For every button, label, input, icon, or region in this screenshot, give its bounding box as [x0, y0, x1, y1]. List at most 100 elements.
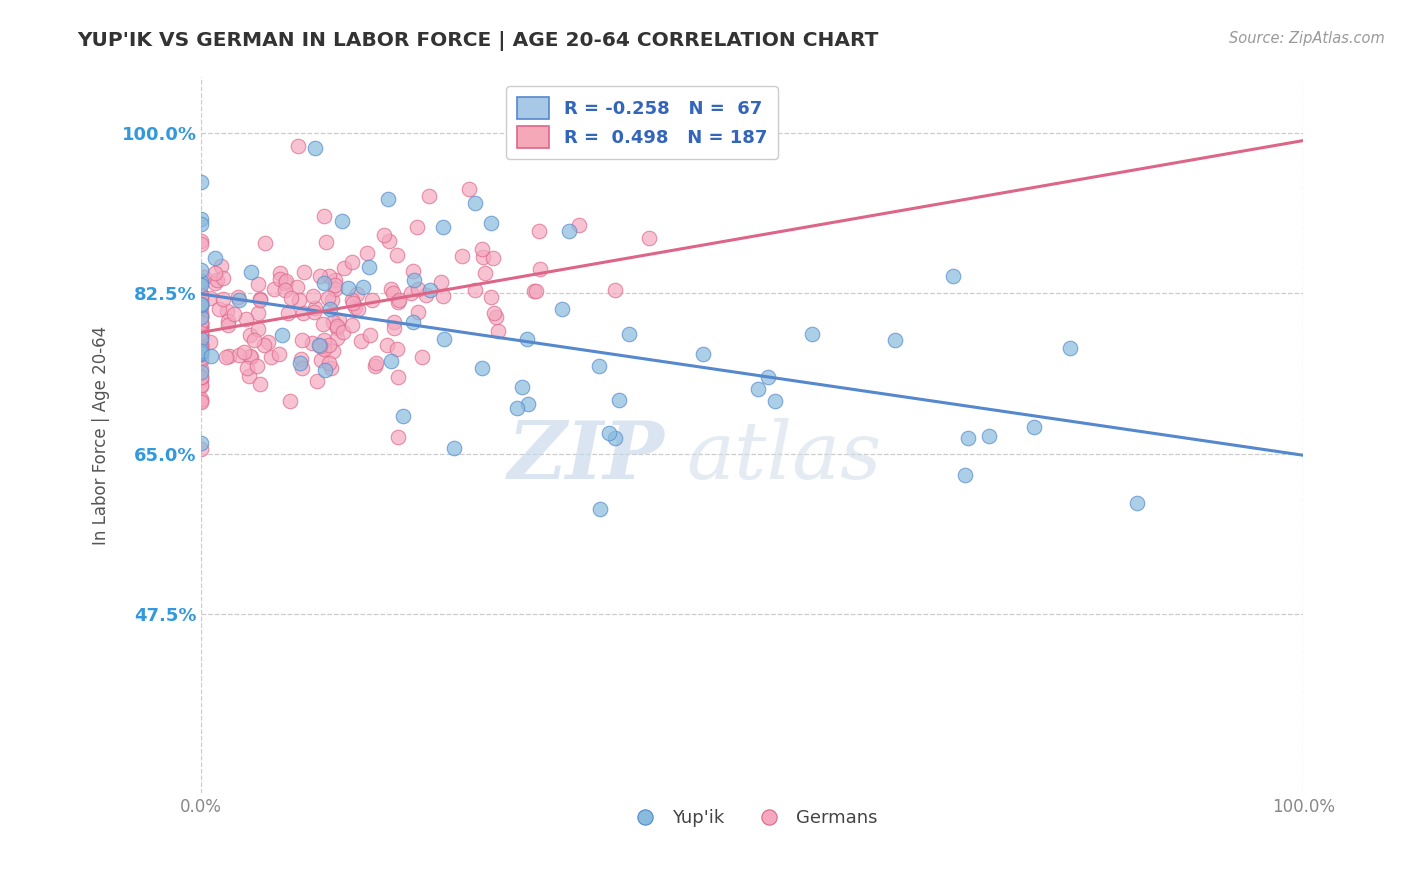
- Point: [318, 356, 340, 370]
- Point: [190, 217, 212, 231]
- Point: [347, 302, 370, 317]
- Point: [588, 502, 610, 516]
- Point: [190, 175, 212, 189]
- Point: [588, 359, 610, 373]
- Point: [190, 332, 212, 346]
- Point: [247, 305, 270, 319]
- Point: [316, 291, 339, 305]
- Point: [287, 138, 309, 153]
- Point: [269, 271, 291, 285]
- Point: [387, 430, 409, 444]
- Point: [291, 361, 314, 376]
- Point: [190, 288, 212, 302]
- Point: [800, 326, 823, 341]
- Point: [287, 293, 309, 308]
- Point: [380, 282, 402, 296]
- Point: [290, 351, 312, 366]
- Point: [209, 259, 232, 273]
- Point: [472, 250, 495, 264]
- Point: [292, 264, 315, 278]
- Point: [301, 336, 323, 351]
- Point: [217, 314, 239, 328]
- Point: [239, 349, 262, 363]
- Point: [359, 328, 381, 343]
- Point: [311, 353, 333, 368]
- Point: [323, 277, 346, 292]
- Point: [756, 369, 779, 384]
- Point: [527, 224, 550, 238]
- Text: ZIP: ZIP: [508, 418, 664, 496]
- Point: [429, 275, 451, 289]
- Point: [280, 291, 302, 305]
- Point: [190, 379, 212, 393]
- Point: [263, 282, 285, 296]
- Point: [346, 287, 368, 301]
- Point: [312, 333, 335, 347]
- Point: [190, 310, 212, 324]
- Point: [340, 293, 363, 307]
- Point: [883, 333, 905, 347]
- Point: [204, 252, 226, 266]
- Point: [523, 284, 546, 298]
- Point: [239, 327, 262, 342]
- Point: [551, 302, 574, 317]
- Point: [222, 307, 245, 321]
- Point: [190, 392, 212, 407]
- Point: [212, 292, 235, 306]
- Point: [190, 442, 212, 456]
- Point: [204, 276, 226, 290]
- Point: [340, 318, 363, 332]
- Point: [486, 324, 509, 338]
- Point: [404, 273, 426, 287]
- Point: [638, 231, 661, 245]
- Point: [190, 322, 212, 336]
- Point: [366, 356, 388, 370]
- Point: [323, 273, 346, 287]
- Point: [314, 276, 336, 290]
- Point: [190, 342, 212, 356]
- Point: [260, 350, 283, 364]
- Point: [190, 377, 212, 392]
- Point: [218, 349, 240, 363]
- Point: [288, 356, 311, 370]
- Point: [312, 209, 335, 223]
- Point: [198, 334, 221, 349]
- Point: [318, 268, 340, 283]
- Point: [301, 289, 323, 303]
- Point: [387, 370, 409, 384]
- Point: [350, 334, 373, 348]
- Point: [190, 329, 212, 343]
- Point: [411, 351, 433, 365]
- Point: [274, 274, 297, 288]
- Point: [340, 255, 363, 269]
- Point: [432, 289, 454, 303]
- Point: [235, 312, 257, 326]
- Point: [190, 293, 212, 307]
- Point: [190, 338, 212, 352]
- Point: [510, 380, 533, 394]
- Point: [190, 336, 212, 351]
- Point: [217, 304, 239, 318]
- Point: [323, 282, 346, 296]
- Point: [314, 363, 336, 377]
- Point: [321, 293, 343, 307]
- Point: [364, 359, 387, 373]
- Point: [406, 282, 429, 296]
- Point: [190, 373, 212, 387]
- Point: [328, 313, 350, 327]
- Point: [464, 196, 486, 211]
- Point: [319, 361, 342, 376]
- Point: [270, 327, 292, 342]
- Point: [482, 251, 505, 265]
- Point: [302, 305, 325, 319]
- Point: [257, 334, 280, 349]
- Point: [607, 392, 630, 407]
- Point: [957, 431, 980, 445]
- Point: [405, 220, 427, 235]
- Point: [385, 248, 408, 262]
- Point: [605, 284, 627, 298]
- Point: [381, 286, 404, 301]
- Point: [377, 193, 399, 207]
- Point: [190, 365, 212, 379]
- Point: [977, 429, 1000, 443]
